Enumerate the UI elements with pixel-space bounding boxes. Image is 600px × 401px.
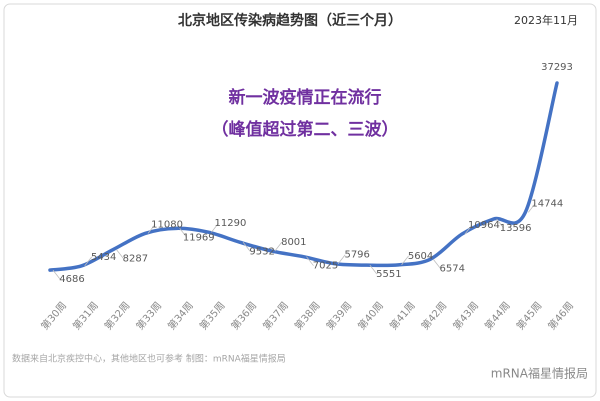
- x-tick-label: 第45周: [513, 299, 544, 332]
- x-tick-label: 第42周: [418, 299, 449, 332]
- x-tick-label: 第37周: [260, 299, 291, 332]
- x-tick-label: 第34周: [165, 299, 196, 332]
- x-tick-label: 第38周: [292, 299, 323, 332]
- x-tick-label: 第31周: [70, 299, 101, 332]
- leader-line: [84, 256, 93, 267]
- x-tick-label: 第32周: [101, 299, 132, 332]
- x-tick-label: 第30周: [38, 299, 69, 332]
- watermark: mRNA福星情报局: [491, 366, 588, 381]
- data-label: 5551: [376, 269, 401, 280]
- x-tick-label: 第40周: [355, 299, 386, 332]
- leader-line: [401, 255, 409, 266]
- data-label: 5604: [408, 251, 433, 262]
- data-label: 13596: [500, 223, 532, 234]
- data-label: 5434: [91, 252, 116, 263]
- leader-line: [52, 269, 61, 280]
- frame: [3, 3, 597, 398]
- data-label: 8287: [123, 253, 148, 264]
- x-tick-label: 第35周: [197, 299, 228, 332]
- x-tick-label: 第36周: [228, 299, 259, 332]
- data-label: 9532: [249, 246, 274, 257]
- leader-line: [527, 203, 536, 213]
- annotation: 新一波疫情正在流行: [229, 87, 382, 108]
- data-label: 4686: [59, 274, 84, 285]
- data-label: 11969: [183, 232, 215, 243]
- leader-line: [496, 218, 504, 229]
- x-tick-label: 第43周: [450, 299, 481, 332]
- leader-line: [337, 254, 346, 264]
- leader-line: [432, 259, 441, 269]
- data-label: 37293: [541, 62, 573, 73]
- leader-line: [369, 264, 378, 275]
- date: 2023年11月: [514, 13, 578, 27]
- leader-line: [147, 224, 156, 234]
- leader-line: [274, 241, 283, 252]
- leader-line: [179, 228, 188, 238]
- x-tick-label: 第41周: [387, 299, 418, 332]
- leader-line: [242, 242, 251, 252]
- chart-title: 北京地区传染病趋势图（近三个月）: [178, 12, 402, 29]
- footer: 数据来自北京疾控中心，其他地区也可参考 制图：mRNA福星情报局: [12, 353, 286, 365]
- data-label: 11080: [151, 219, 183, 230]
- leader-line: [306, 256, 314, 266]
- annotation: （峰值超过第二、三波）: [212, 119, 399, 140]
- leader-line: [464, 224, 473, 235]
- data-label: 14744: [531, 198, 563, 209]
- leader-line: [116, 249, 124, 259]
- x-tick-label: 第39周: [323, 299, 354, 332]
- leader-line: [211, 222, 219, 233]
- data-label: 10964: [468, 220, 500, 231]
- x-tick-label: 第44周: [482, 299, 513, 332]
- data-label: 8001: [281, 237, 306, 248]
- x-tick-label: 第33周: [133, 299, 164, 332]
- data-label: 7025: [313, 261, 338, 272]
- data-label: 6574: [440, 263, 465, 274]
- x-tick-label: 第46周: [545, 299, 576, 332]
- data-label: 5796: [344, 250, 369, 261]
- data-label: 11290: [215, 218, 247, 229]
